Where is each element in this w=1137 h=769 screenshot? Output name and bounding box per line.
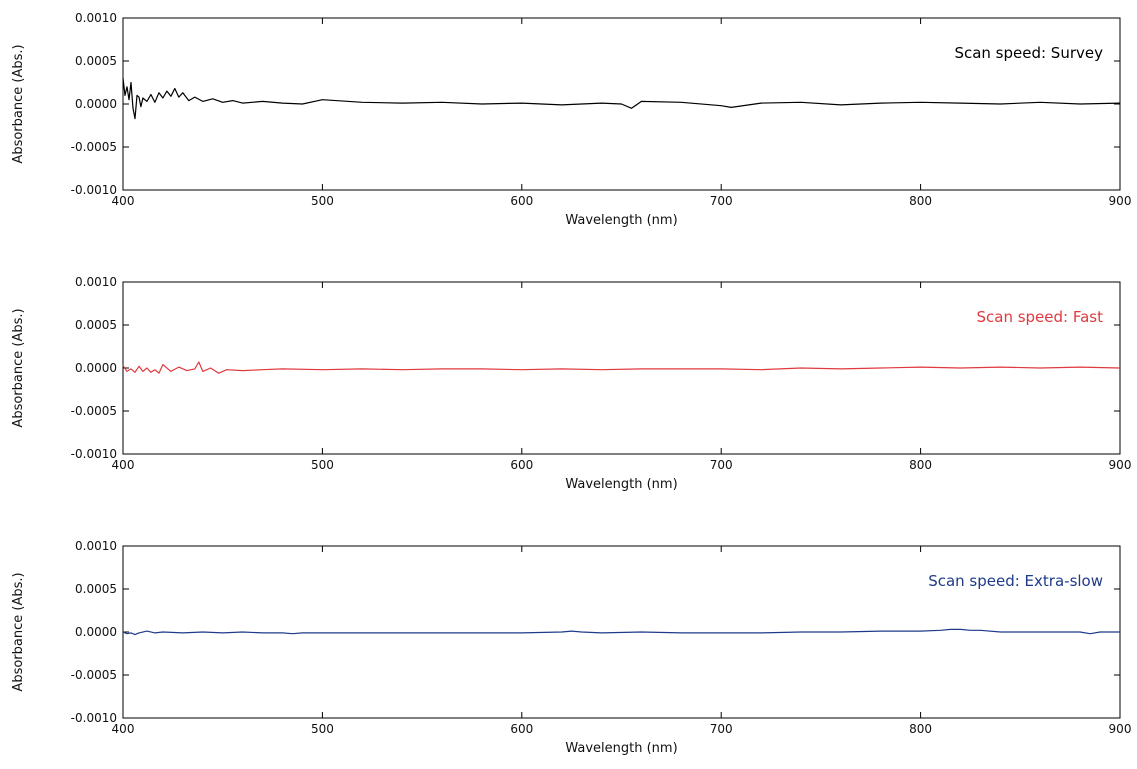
x-tick-label: 800 [909,722,932,736]
chart-panel-3: 400 500 600 700 800 900 -0.0010 -0.0005 0.0000 0.… [11,539,1131,756]
chart-panel-1: 400 500 600 700 800 900 -0.0010 -0.0005 0.0000 0.… [11,11,1131,228]
y-tick-label: -0.0005 [71,140,117,154]
y-tick-label: -0.0005 [71,668,117,682]
x-tick-label: 900 [1109,722,1132,736]
x-tick-label: 700 [710,194,733,208]
y-tick-label: 0.0005 [75,54,117,68]
x-axis-title: Wavelength (nm) [565,477,677,492]
y-tick-label: -0.0010 [71,183,117,197]
panel-title: Scan speed: Survey [954,44,1103,62]
x-tick-label: 900 [1109,194,1132,208]
x-tick-label: 700 [710,458,733,472]
x-tick-label: 500 [311,722,334,736]
x-tick-label: 800 [909,194,932,208]
x-axis-title: Wavelength (nm) [565,741,677,756]
series-line [122,361,1121,374]
x-tick-label: 900 [1109,458,1132,472]
x-tick-label: 500 [311,194,334,208]
y-tick-label: 0.0005 [75,318,117,332]
x-axis-title: Wavelength (nm) [565,213,677,228]
x-tick-label: 800 [909,458,932,472]
panel-title: Scan speed: Fast [976,308,1103,326]
y-tick-label: 0.0000 [75,361,117,375]
x-tick-label: 600 [510,458,533,472]
series-line [122,628,1120,636]
x-tick-label: 700 [710,722,733,736]
y-tick-label: 0.0005 [75,582,117,596]
x-tick-label: 400 [112,458,135,472]
x-tick-label: 400 [112,722,135,736]
y-tick-label: 0.0010 [75,275,117,289]
x-tick-label: 400 [112,194,135,208]
x-tick-label: 500 [311,458,334,472]
y-tick-label: -0.0010 [71,447,117,461]
x-tick-label: 600 [510,722,533,736]
y-axis-title: Absorbance (Abs.) [11,308,26,427]
y-tick-label: 0.0000 [75,625,117,639]
y-tick-label: -0.0005 [71,404,117,418]
y-axis-title: Absorbance (Abs.) [11,572,26,691]
x-tick-label: 600 [510,194,533,208]
chart-panel-2: 400 500 600 700 800 900 -0.0010 -0.0005 0.0000 0.… [11,275,1131,492]
series-line [122,78,1121,120]
y-axis-title: Absorbance (Abs.) [11,44,26,163]
y-tick-label: -0.0010 [71,711,117,725]
y-tick-label: 0.0010 [75,539,117,553]
panel-title: Scan speed: Extra-slow [928,572,1103,590]
y-tick-label: 0.0000 [75,97,117,111]
y-tick-label: 0.0010 [75,11,117,25]
